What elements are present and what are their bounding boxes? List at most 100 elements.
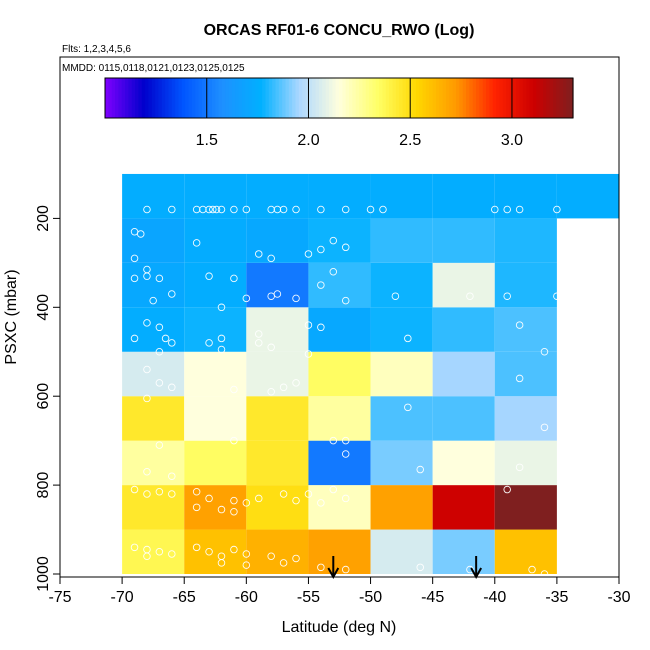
colorbar-segment	[215, 78, 220, 118]
colorbar-segment	[138, 78, 143, 118]
sample-point	[230, 436, 238, 445]
heatmap-cells	[122, 173, 619, 574]
heatmap-cell	[308, 262, 371, 308]
heatmap-cell	[184, 307, 247, 352]
colorbar-segment	[369, 78, 374, 118]
heatmap-cell	[184, 396, 247, 441]
colorbar-segment	[486, 78, 491, 118]
colorbar-segment	[375, 78, 380, 118]
heatmap-cell	[308, 218, 371, 263]
sample-point	[242, 561, 251, 569]
sample-point	[168, 472, 176, 480]
colorbar-segment	[425, 78, 430, 118]
sample-point	[515, 374, 524, 383]
sample-point	[217, 505, 226, 514]
sample-point	[168, 383, 176, 392]
colorbar-segment	[275, 78, 280, 118]
colorbar-segment	[165, 78, 170, 118]
colorbar-segment	[422, 78, 427, 118]
colorbar-segment	[171, 78, 176, 118]
sample-point	[540, 423, 549, 432]
sample-point	[205, 548, 213, 556]
colorbar-segment	[135, 78, 140, 118]
x-tick-label: -35	[545, 589, 568, 606]
colorbar-segment	[496, 78, 501, 118]
colorbar-segment	[519, 78, 524, 118]
colorbar-segment	[222, 78, 226, 118]
colorbar-segment	[141, 78, 146, 118]
colorbar-segment	[255, 78, 260, 118]
sample-point	[466, 292, 474, 300]
colorbar-segment	[489, 78, 494, 118]
colorbar-segment	[332, 78, 337, 118]
heatmap-cell	[494, 529, 557, 574]
heatmap-cell	[370, 485, 433, 530]
heatmap-cell	[184, 351, 247, 397]
colorbar-segment	[115, 78, 119, 118]
heatmap-cell	[246, 262, 309, 308]
sample-point	[242, 294, 251, 303]
heatmap-cell	[122, 262, 185, 308]
dates-subtitle: MMDD: 0115,0118,0121,0123,0125,0125	[62, 63, 245, 74]
colorbar-segment	[502, 78, 507, 118]
x-tick-label: -50	[359, 589, 382, 606]
colorbar: 1.5 2.0 2.5 3.0	[104, 77, 574, 149]
sample-point	[205, 339, 213, 347]
heatmap-cell	[122, 396, 185, 441]
colorbar-segment	[379, 78, 384, 118]
heatmap-cell	[494, 173, 557, 219]
heatmap-cell	[308, 485, 371, 530]
sample-point	[341, 436, 350, 445]
colorbar-segment	[435, 78, 440, 118]
sample-point	[161, 334, 170, 343]
colorbar-segment	[469, 78, 474, 118]
colorbar-segment	[476, 78, 480, 118]
sample-point	[130, 485, 139, 494]
colorbar-segment	[516, 78, 521, 118]
sample-point	[317, 245, 325, 254]
colorbar-segment	[238, 78, 243, 118]
colorbar-segment	[205, 78, 210, 118]
heatmap-cell	[432, 485, 495, 530]
sample-point	[503, 292, 511, 300]
colorbar-segment	[539, 78, 544, 118]
colorbar-segment	[148, 78, 153, 118]
heatmap-cell	[122, 440, 185, 486]
colorbar-segment	[111, 78, 116, 118]
colorbar-tick-label: 2.5	[399, 132, 421, 149]
colorbar-segment	[185, 78, 190, 118]
colorbar-segment	[288, 78, 293, 118]
sample-point	[217, 334, 226, 343]
sample-point	[366, 205, 375, 214]
sample-point	[242, 205, 251, 214]
plot-frame	[59, 56, 620, 578]
colorbar-segment	[542, 78, 547, 118]
sample-point	[192, 543, 201, 552]
sample-point	[292, 205, 300, 214]
heatmap-cell	[370, 396, 433, 441]
sample-point	[292, 294, 300, 303]
colorbar-segment	[242, 78, 246, 118]
sample-point	[168, 490, 176, 498]
y-tick-label: 600	[35, 383, 52, 410]
x-tick-label: -40	[483, 589, 506, 606]
heatmap-cell	[494, 262, 557, 308]
heatmap-cell	[370, 307, 433, 352]
colorbar-segment	[355, 78, 360, 118]
colorbar-segment	[235, 78, 240, 118]
sample-point	[540, 570, 549, 577]
x-tick-label: -75	[48, 589, 71, 606]
colorbar-segment	[556, 78, 561, 118]
sample-point	[192, 239, 201, 247]
colorbar-segment	[305, 78, 310, 118]
sample-point	[217, 303, 226, 312]
colorbar-segment	[168, 78, 173, 118]
heatmap-cell	[246, 485, 309, 530]
colorbar-segment	[335, 78, 340, 118]
sample-point	[155, 548, 164, 556]
sample-point	[168, 205, 176, 214]
sample-point	[130, 254, 139, 263]
colorbar-segment	[211, 78, 216, 118]
colorbar-segment	[429, 78, 434, 118]
sample-point	[279, 490, 288, 498]
